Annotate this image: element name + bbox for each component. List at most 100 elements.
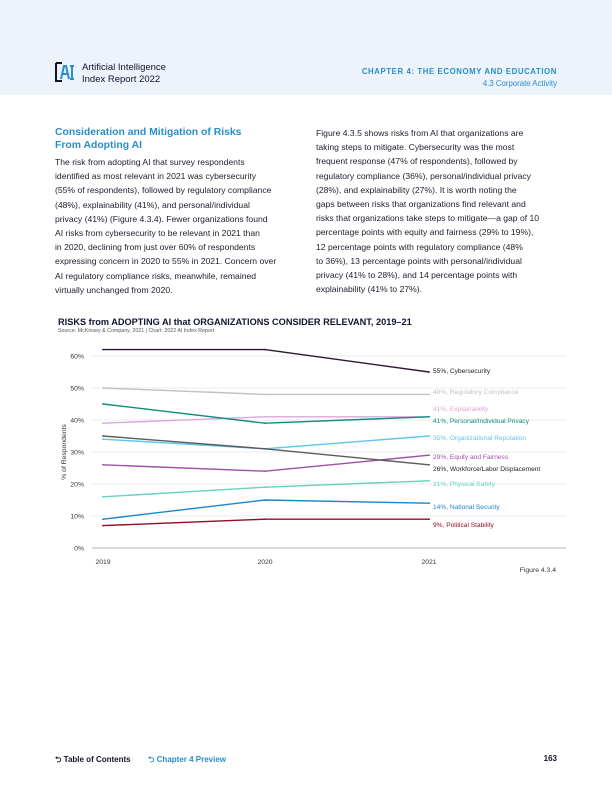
left-paragraph: The risk from adopting AI that survey re…	[55, 155, 305, 297]
left-paragraph-line: in 2020, declining from just over 60% of…	[55, 242, 256, 253]
return-arrow-icon: ⮌	[55, 755, 62, 764]
y-tick-label: 40%	[70, 418, 84, 425]
data-point	[102, 518, 104, 521]
y-tick-label: 50%	[70, 386, 84, 393]
y-tick-label: 0%	[74, 546, 84, 553]
series-line	[103, 348, 430, 373]
series-line	[102, 480, 430, 498]
data-point	[428, 393, 430, 396]
data-point	[102, 495, 104, 498]
y-tick-label: 60%	[70, 354, 84, 361]
data-point	[264, 422, 266, 425]
data-point	[102, 524, 104, 527]
series-label: 55%, Cybersecurity	[433, 368, 491, 375]
section-title: 4.3 Corporate Activity	[482, 79, 557, 88]
data-point	[264, 348, 266, 351]
data-point	[102, 463, 104, 466]
chart-title: RISKS from ADOPTING AI that ORGANIZATION…	[58, 317, 412, 327]
subheading-line2: From Adopting AI	[55, 140, 142, 151]
subheading-line1: Consideration and Mitigation of Risks	[55, 127, 242, 138]
data-point	[428, 518, 430, 521]
report-name: Artificial Intelligence Index Report 202…	[82, 62, 166, 86]
series-label: 48%, Regulatory Compliance	[433, 389, 519, 396]
right-paragraph-line: to 36%), 13 percentage points with perso…	[316, 255, 522, 266]
data-point	[428, 371, 430, 373]
left-paragraph-line: (55% of respondents), followed by regula…	[55, 185, 272, 196]
chapter-preview-link[interactable]: ⮌ Chapter 4 Preview	[148, 754, 226, 768]
data-point	[264, 499, 266, 501]
series-label: 35%, Organizational Reputation	[433, 435, 526, 442]
data-point	[102, 403, 104, 405]
data-point	[428, 479, 430, 482]
data-point	[264, 486, 266, 489]
left-paragraph-line: AI regulatory compliance risks, meanwhil…	[55, 270, 257, 281]
right-paragraph-line: Figure 4.3.5 shows risks from AI that or…	[316, 128, 524, 138]
left-paragraph-line: AI risks from cybersecurity to be releva…	[55, 228, 260, 239]
series-label: 21%, Physical Safety	[433, 481, 496, 488]
series-line	[102, 435, 430, 450]
right-paragraph: Figure 4.3.5 shows risks from AI that or…	[316, 126, 566, 296]
page-number: 163	[543, 754, 557, 763]
data-point	[428, 435, 430, 437]
left-paragraph-line: identified as most relevant in 2021 was …	[55, 171, 257, 182]
right-paragraph-line: taking steps to mitigate. Cybersecurity …	[316, 142, 515, 153]
left-paragraph-line: The risk from adopting AI that survey re…	[55, 157, 245, 167]
data-point	[102, 422, 104, 425]
right-paragraph-line: 12 percentage points with regulatory com…	[316, 241, 523, 252]
right-paragraph-line: privacy (41% to 28%), and 14 percentage …	[316, 270, 518, 281]
series-label: 29%, Equity and Fairness	[433, 454, 509, 461]
series-line	[102, 454, 430, 472]
series-label: 9%, Political Stability	[433, 522, 495, 529]
x-tick-label: 2021	[421, 559, 436, 566]
series-line	[102, 518, 429, 527]
y-axis-label: % of Respondents	[61, 424, 68, 480]
subheading: Consideration and Mitigation of Risks Fr…	[55, 126, 305, 152]
right-paragraph-line: percentage points with equity and fairne…	[316, 227, 534, 238]
report-name-line1: Artificial Intelligence	[82, 62, 166, 73]
series-line	[102, 387, 429, 396]
data-point	[428, 463, 430, 466]
page-header: Artificial Intelligence Index Report 202…	[0, 0, 612, 95]
data-point	[264, 470, 266, 473]
series-label: 41%, Personal/Individual Privacy	[433, 418, 530, 425]
left-paragraph-line: (48%), explainability (41%), and persona…	[55, 199, 250, 210]
chapter-preview-label: Chapter 4 Preview	[156, 755, 227, 764]
table-of-contents-link[interactable]: ⮌ Table of Contents	[55, 754, 131, 768]
left-paragraph-line: privacy (41%) (Figure 4.3.4). Fewer orga…	[55, 213, 268, 224]
data-point	[102, 387, 104, 389]
right-column: Figure 4.3.5 shows risks from AI that or…	[316, 126, 566, 296]
return-arrow-icon: ⮌	[148, 755, 155, 764]
data-point	[428, 454, 430, 457]
data-point	[428, 415, 430, 418]
right-paragraph-line: frequent response (47% of respondents), …	[316, 156, 518, 167]
x-tick-label: 2019	[95, 559, 110, 566]
data-point	[264, 415, 266, 418]
series-label: 26%, Workforce/Labor Displacement	[433, 466, 540, 473]
chapter-title: CHAPTER 4: THE ECONOMY AND EDUCATION	[361, 67, 557, 76]
toc-label: Table of Contents	[63, 755, 131, 764]
figure-label: Figure 4.3.4	[519, 567, 556, 574]
right-paragraph-line: explainability (41% to 27%).	[316, 284, 423, 295]
right-paragraph-line: regulatory compliance (36%), personal/in…	[316, 170, 531, 181]
left-paragraph-line: virtually unchanged from 2020.	[55, 284, 173, 295]
data-point	[264, 393, 266, 396]
data-point	[102, 348, 104, 351]
series-label: 41%, Explainability	[433, 406, 489, 413]
y-tick-label: 10%	[70, 514, 84, 521]
data-point	[102, 438, 104, 441]
data-point	[264, 447, 266, 450]
data-point	[264, 518, 266, 521]
left-paragraph-line: expressing concern in 2020 to 55% in 202…	[55, 256, 277, 267]
y-tick-label: 20%	[70, 482, 84, 489]
y-tick-label: 30%	[70, 450, 84, 457]
report-name-line2: Index Report 2022	[82, 74, 161, 85]
right-paragraph-line: (28%), and explainability (27%). It is w…	[316, 184, 517, 195]
right-paragraph-line: gaps between risks that organizations fi…	[316, 199, 526, 210]
data-point	[102, 435, 104, 437]
data-point	[428, 502, 430, 505]
x-tick-label: 2020	[257, 559, 272, 566]
ai-index-logo-icon	[55, 62, 74, 82]
series-label: 14%, National Security	[433, 504, 500, 511]
left-column: Consideration and Mitigation of Risks Fr…	[55, 126, 305, 297]
